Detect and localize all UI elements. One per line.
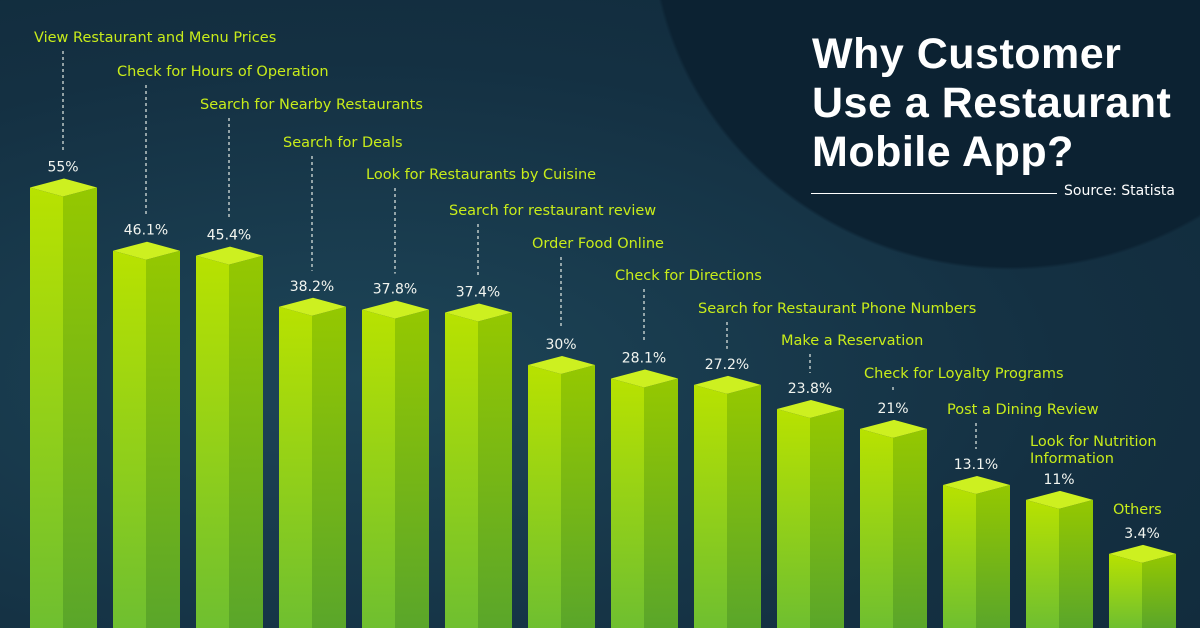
category-label: Search for Nearby Restaurants bbox=[200, 97, 423, 113]
bar-side bbox=[478, 312, 512, 628]
bar bbox=[30, 178, 97, 628]
bar-front bbox=[611, 378, 644, 628]
value-label: 3.4% bbox=[1124, 526, 1160, 542]
bar-side bbox=[976, 484, 1010, 628]
bar-side bbox=[63, 187, 97, 628]
bar bbox=[943, 475, 1010, 628]
source-divider bbox=[811, 193, 1057, 194]
bar-top bbox=[777, 400, 844, 419]
bar-front bbox=[777, 409, 810, 628]
bar bbox=[445, 303, 512, 628]
bar-top bbox=[113, 241, 180, 260]
value-label: 28.1% bbox=[622, 350, 666, 366]
title-line: Why Customer bbox=[812, 30, 1122, 78]
bar-front bbox=[279, 306, 312, 628]
bar-front bbox=[445, 312, 478, 628]
bar bbox=[1026, 490, 1093, 628]
value-label: 55% bbox=[47, 160, 78, 176]
bar-front bbox=[30, 187, 63, 628]
value-label: 30% bbox=[545, 337, 576, 353]
value-label: 21% bbox=[877, 401, 908, 417]
bar-front bbox=[1026, 499, 1059, 628]
bar-front bbox=[196, 255, 229, 628]
category-label: Look for Restaurants by Cuisine bbox=[366, 167, 596, 183]
category-label: Search for Deals bbox=[283, 135, 403, 151]
bar-top bbox=[279, 297, 346, 316]
bar bbox=[528, 356, 595, 628]
bar-side bbox=[893, 428, 927, 628]
bar-top bbox=[362, 300, 429, 319]
value-label: 23.8% bbox=[788, 381, 832, 397]
bar bbox=[777, 400, 844, 628]
category-label: Order Food Online bbox=[532, 236, 664, 252]
category-label: Post a Dining Review bbox=[947, 402, 1099, 418]
bar bbox=[362, 300, 429, 628]
bar-top bbox=[694, 375, 761, 394]
bar-front bbox=[943, 484, 976, 628]
bar-side bbox=[644, 378, 678, 628]
chart-title: Why Customer Use a Restaurant Mobile App… bbox=[812, 30, 1171, 177]
category-label: Others bbox=[1113, 502, 1162, 518]
bar-side bbox=[1142, 553, 1176, 628]
value-label: 38.2% bbox=[290, 279, 334, 295]
bar-side bbox=[312, 306, 346, 628]
title-line: Use a Restaurant bbox=[812, 79, 1172, 127]
bar-side bbox=[810, 409, 844, 628]
value-label: 37.8% bbox=[373, 282, 417, 298]
bar bbox=[860, 419, 927, 628]
bar-top bbox=[1026, 490, 1093, 509]
bar-top bbox=[445, 303, 512, 322]
bar-side bbox=[1059, 499, 1093, 628]
category-label: Check for Directions bbox=[615, 268, 762, 284]
bar-front bbox=[694, 384, 727, 628]
bar-top bbox=[196, 246, 263, 265]
category-label: Search for restaurant review bbox=[449, 203, 656, 219]
bar-top bbox=[860, 419, 927, 438]
bar-top bbox=[1109, 544, 1176, 563]
category-label: Check for Hours of Operation bbox=[117, 64, 329, 80]
bar bbox=[279, 297, 346, 628]
title-line: Mobile App? bbox=[812, 128, 1074, 176]
bar bbox=[1109, 544, 1176, 628]
category-label: Search for Restaurant Phone Numbers bbox=[698, 301, 976, 317]
bar-side bbox=[395, 309, 429, 628]
value-label: 46.1% bbox=[124, 223, 168, 239]
value-label: 13.1% bbox=[954, 457, 998, 473]
bar bbox=[196, 246, 263, 628]
bar-top bbox=[528, 356, 595, 374]
value-label: 37.4% bbox=[456, 284, 500, 300]
category-label: Look for Nutrition Information bbox=[1030, 434, 1157, 467]
bar-top bbox=[611, 369, 678, 388]
category-label: Make a Reservation bbox=[781, 333, 923, 349]
bar-front bbox=[860, 428, 893, 628]
bar bbox=[694, 375, 761, 628]
bar-front bbox=[113, 250, 146, 628]
bar-side bbox=[229, 255, 263, 628]
value-label: 11% bbox=[1043, 472, 1074, 488]
bar-front bbox=[528, 365, 561, 628]
bar bbox=[611, 369, 678, 628]
value-label: 45.4% bbox=[207, 228, 251, 244]
bar-front bbox=[362, 309, 395, 628]
value-label: 27.2% bbox=[705, 357, 749, 373]
bar-side bbox=[146, 250, 180, 628]
category-label: View Restaurant and Menu Prices bbox=[34, 30, 276, 46]
bar-top bbox=[943, 475, 1010, 494]
bar bbox=[113, 241, 180, 628]
bar-front bbox=[1109, 553, 1142, 628]
bar-top bbox=[30, 178, 97, 197]
category-label: Check for Loyalty Programs bbox=[864, 366, 1064, 382]
bar-side bbox=[561, 365, 595, 628]
source-label: Source: Statista bbox=[1064, 183, 1175, 199]
bar-side bbox=[727, 384, 761, 628]
